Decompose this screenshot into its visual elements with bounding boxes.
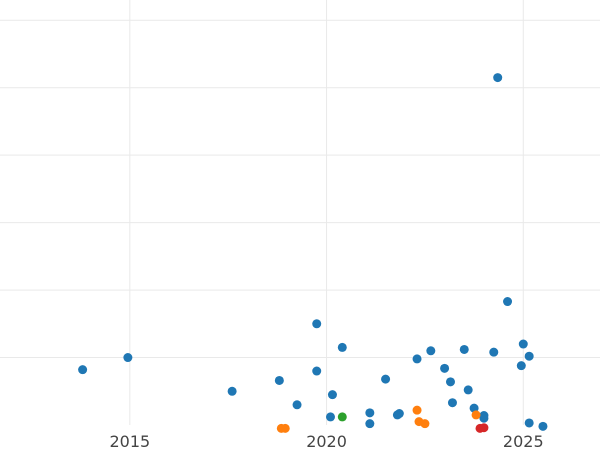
data-point: [516, 361, 526, 371]
x-tick-labels: 2015 2020 2025: [109, 432, 543, 450]
data-point: [420, 419, 430, 429]
data-point: [280, 423, 290, 433]
data-point: [227, 386, 237, 396]
x-tick-label: 2020: [306, 432, 347, 450]
data-point: [426, 346, 436, 356]
data-point: [463, 385, 473, 395]
data-point: [325, 412, 335, 422]
data-point: [479, 413, 489, 423]
data-point: [479, 423, 489, 433]
data-point: [471, 410, 481, 420]
data-point: [327, 390, 337, 400]
data-point: [78, 365, 88, 375]
data-point: [518, 339, 528, 349]
data-point: [538, 421, 548, 431]
data-point: [524, 351, 534, 361]
data-point: [440, 363, 450, 373]
grid-layer: [0, 0, 600, 425]
data-point: [412, 405, 422, 415]
points-layer: [78, 73, 548, 433]
data-point: [337, 342, 347, 352]
data-point: [493, 73, 503, 83]
data-point: [469, 403, 479, 413]
data-point: [412, 354, 422, 364]
data-point: [447, 398, 457, 408]
data-point: [292, 400, 302, 410]
data-point: [394, 409, 404, 419]
data-point: [365, 408, 375, 418]
data-point: [274, 375, 284, 385]
data-point: [337, 412, 347, 422]
data-point: [489, 347, 499, 357]
data-point: [123, 353, 133, 363]
data-point: [524, 418, 534, 428]
data-point: [445, 377, 455, 387]
data-point: [312, 366, 322, 376]
data-point: [312, 319, 322, 329]
data-point: [503, 297, 513, 307]
data-point: [381, 374, 391, 384]
x-tick-label: 2025: [503, 432, 544, 450]
data-point: [365, 419, 375, 429]
data-point: [459, 344, 469, 354]
x-tick-label: 2015: [109, 432, 150, 450]
